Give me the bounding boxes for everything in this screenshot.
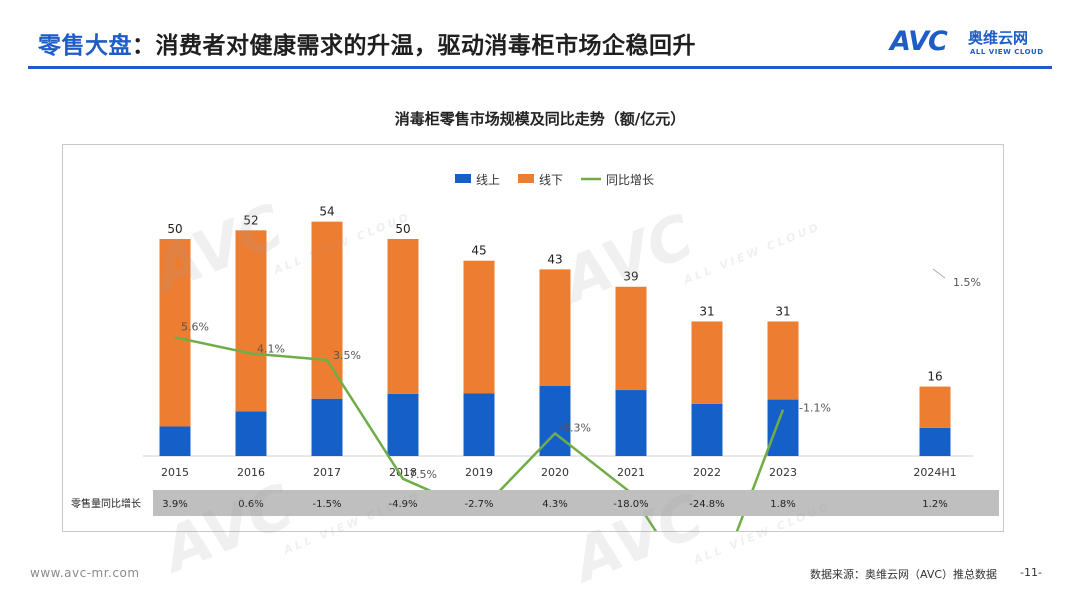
growth-leader-line: [932, 268, 946, 279]
bar-offline-2020: [539, 269, 571, 386]
bar-online-2016: [235, 411, 267, 456]
page-title: 零售大盘：消费者对健康需求的升温，驱动消毒柜市场企稳回升: [38, 26, 696, 60]
bar-total-label: 31: [775, 304, 790, 318]
bar-online-2017: [311, 398, 343, 456]
table-cell: 1.2%: [922, 499, 947, 510]
growth-label: 3.5%: [333, 349, 361, 362]
table-cell: 1.8%: [770, 499, 795, 510]
bar-online-2024H1: [919, 427, 951, 456]
x-tick-label: 2016: [237, 466, 265, 479]
brand-name-cn: 奥维云网: [968, 29, 1029, 47]
brand-logo: AVC 奥维云网 ALL VIEW CLOUD: [890, 24, 1060, 64]
bar-online-2022: [691, 403, 723, 456]
growth-label: -1.1%: [799, 402, 831, 415]
bar-total-label: 43: [547, 252, 562, 266]
footer-url[interactable]: www.avc-mr.com: [30, 566, 140, 580]
bar-offline-2021: [615, 286, 647, 391]
x-tick-label: 2015: [161, 466, 189, 479]
table-cell: -2.7%: [464, 499, 493, 510]
page-title-keyword: 零售大盘: [38, 33, 132, 59]
growth-label: -7.5%: [405, 468, 437, 481]
legend-swatch-1: [518, 174, 534, 183]
table-row-label: 零售量同比增长: [71, 497, 141, 510]
bar-total-label: 16: [927, 370, 942, 384]
x-tick-label: 2024H1: [913, 466, 956, 479]
bar-total-label: 52: [243, 213, 258, 227]
brand-mark: AVC: [890, 26, 948, 57]
chart-svg: 线上 线下 同比增长50201552201654201750201845201943…: [71, 173, 999, 531]
bar-offline-2024H1: [919, 386, 951, 428]
table-cell: 0.6%: [238, 499, 263, 510]
bar-offline-2018: [387, 239, 419, 394]
table-cell: 4.3%: [542, 499, 567, 510]
bar-offline-2017: [311, 221, 343, 399]
page-title-text: ：消费者对健康需求的升温，驱动消毒柜市场企稳回升: [132, 33, 696, 59]
x-tick-label: 2017: [313, 466, 341, 479]
bar-offline-2016: [235, 230, 267, 412]
growth-label: 5.6%: [181, 320, 209, 333]
chart-title: 消毒柜零售市场规模及同比走势（额/亿元）: [394, 110, 686, 128]
legend-label-2: 同比增长: [606, 173, 654, 187]
data-source-note: 数据来源：奥维云网（AVC）推总数据: [810, 568, 998, 581]
x-tick-label: 2022: [693, 466, 721, 479]
bar-online-2015: [159, 426, 191, 456]
legend-label-0: 线上: [476, 173, 500, 187]
x-tick-label: 2023: [769, 466, 797, 479]
bar-online-2018: [387, 393, 419, 456]
bar-offline-2022: [691, 321, 723, 404]
brand-name-en: ALL VIEW CLOUD: [970, 48, 1044, 56]
table-cell: -18.0%: [613, 499, 648, 510]
x-tick-label: 2020: [541, 466, 569, 479]
growth-label: 1.5%: [953, 276, 981, 289]
bar-total-label: 45: [471, 244, 486, 258]
bar-offline-2015: [159, 239, 191, 427]
x-tick-label: 2021: [617, 466, 645, 479]
legend-label-1: 线下: [539, 173, 563, 187]
bar-online-2019: [463, 393, 495, 456]
bar-total-label: 50: [395, 222, 410, 236]
bar-online-2023: [767, 399, 799, 456]
table-cell: -4.9%: [388, 499, 417, 510]
bar-total-label: 39: [623, 270, 638, 284]
table-cell: 3.9%: [162, 499, 187, 510]
bar-offline-2023: [767, 321, 799, 400]
page-number: -11-: [1020, 566, 1042, 579]
legend-swatch-0: [455, 174, 471, 183]
bar-online-2021: [615, 390, 647, 456]
x-tick-label: 2019: [465, 466, 493, 479]
bar-total-label: 31: [699, 304, 714, 318]
bar-total-label: 50: [167, 222, 182, 236]
table-cell: -24.8%: [689, 499, 724, 510]
bar-offline-2019: [463, 260, 495, 394]
bar-total-label: 54: [319, 205, 334, 219]
table-band: [153, 490, 999, 516]
growth-label: 4.1%: [257, 343, 285, 356]
header-divider: [28, 66, 1052, 69]
table-cell: -1.5%: [312, 499, 341, 510]
chart-container: 线上 线下 同比增长 50 2015 52 2016 54 2017 50 2018 45 2019 43…: [62, 144, 1004, 532]
growth-label: -3.3%: [559, 421, 591, 434]
